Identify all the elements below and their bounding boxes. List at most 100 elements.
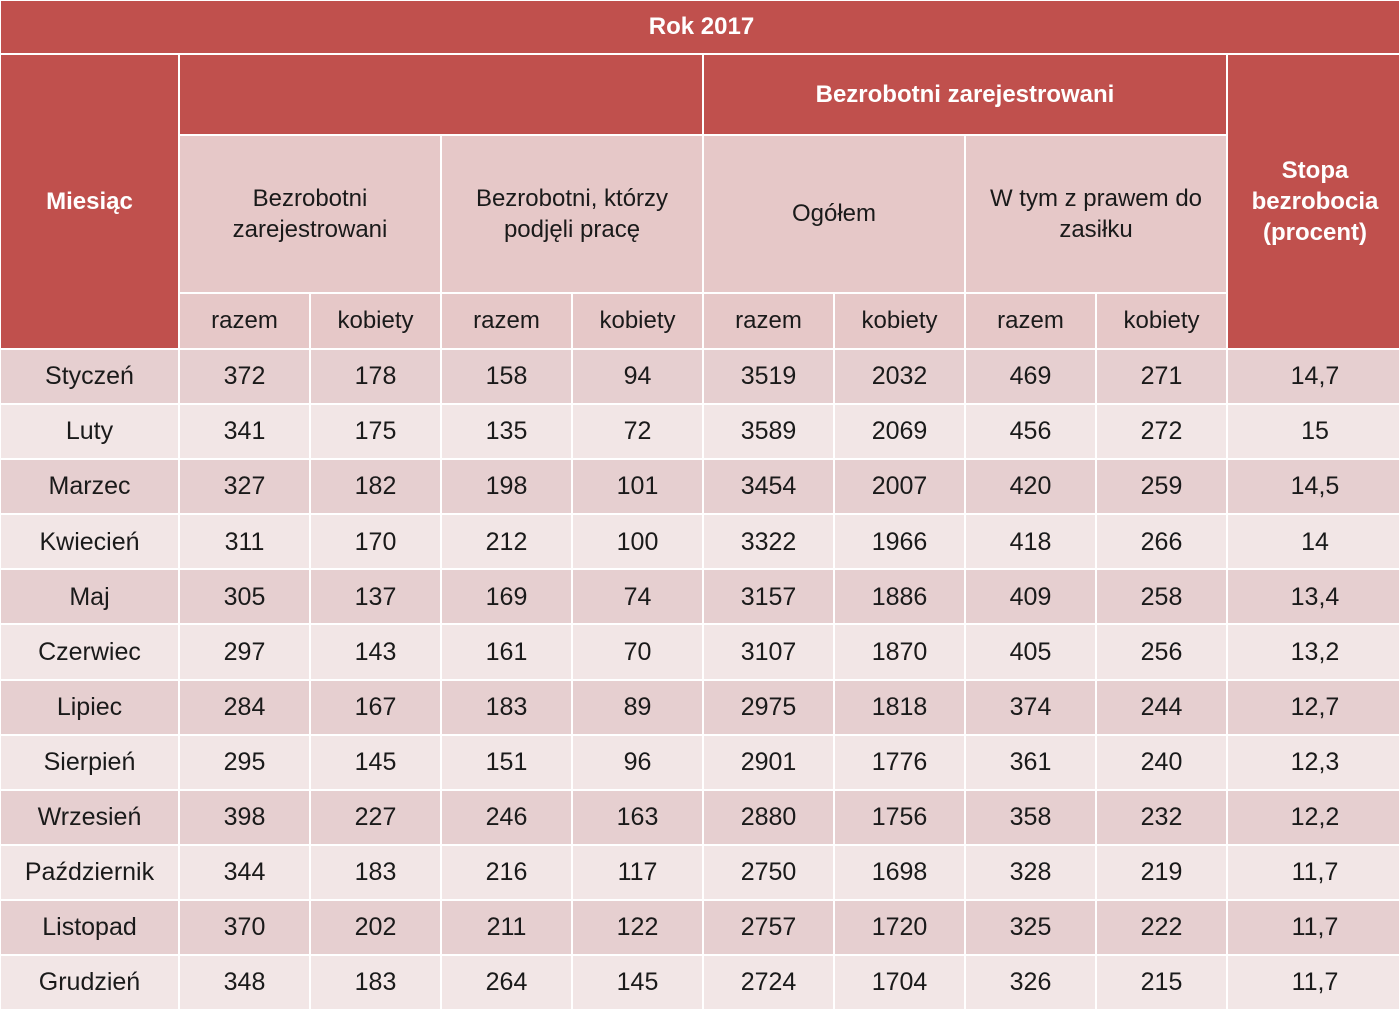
month-cell: Maj (1, 570, 178, 624)
header-rate: Stopa bezrobocia (procent) (1228, 55, 1399, 348)
table-cell: 398 (180, 790, 309, 844)
table-cell: 167 (311, 680, 440, 734)
subcol-header: razem (442, 294, 571, 348)
table-cell: 1720 (835, 900, 964, 955)
table-cell: 101 (573, 460, 702, 514)
table-cell: 96 (573, 735, 702, 789)
table-cell: 240 (1097, 735, 1226, 789)
table-cell: 216 (442, 845, 571, 899)
table-cell: 74 (573, 570, 702, 624)
table-cell: 326 (966, 956, 1095, 1010)
month-cell: Marzec (1, 460, 178, 514)
month-cell: Kwiecień (1, 515, 178, 569)
table-cell: 3107 (704, 625, 833, 679)
table-cell: 420 (966, 460, 1095, 514)
subgroup-total: Ogółem (704, 136, 964, 292)
table-cell: 2724 (704, 956, 833, 1010)
table-cell: 344 (180, 845, 309, 899)
subgroup-benefit: W tym z prawem do zasiłku (966, 136, 1226, 292)
rate-cell: 13,4 (1228, 570, 1399, 624)
table-cell: 272 (1097, 405, 1226, 459)
table-cell: 456 (966, 405, 1095, 459)
table-cell: 3589 (704, 405, 833, 459)
table-cell: 305 (180, 570, 309, 624)
table-cell: 227 (311, 790, 440, 844)
table-cell: 161 (442, 625, 571, 679)
table-cell: 2975 (704, 680, 833, 734)
table-cell: 122 (573, 900, 702, 955)
table-cell: 266 (1097, 515, 1226, 569)
rate-cell: 15 (1228, 405, 1399, 459)
table-cell: 1818 (835, 680, 964, 734)
month-cell: Luty (1, 405, 178, 459)
table-cell: 2901 (704, 735, 833, 789)
month-cell: Sierpień (1, 735, 178, 789)
table-cell: 183 (311, 956, 440, 1010)
table-cell: 3157 (704, 570, 833, 624)
table-cell: 325 (966, 900, 1095, 955)
table-cell: 183 (311, 845, 440, 899)
rate-cell: 14,7 (1228, 350, 1399, 404)
rate-cell: 11,7 (1228, 956, 1399, 1010)
table-cell: 3519 (704, 350, 833, 404)
month-cell: Czerwiec (1, 625, 178, 679)
subcol-header: razem (966, 294, 1095, 348)
rate-cell: 14,5 (1228, 460, 1399, 514)
table-cell: 100 (573, 515, 702, 569)
rate-cell: 11,7 (1228, 845, 1399, 899)
subcol-header: kobiety (1097, 294, 1226, 348)
table-cell: 370 (180, 900, 309, 955)
table-cell: 198 (442, 460, 571, 514)
table-cell: 3454 (704, 460, 833, 514)
subcol-header: kobiety (835, 294, 964, 348)
table-cell: 182 (311, 460, 440, 514)
table-cell: 264 (442, 956, 571, 1010)
table-cell: 135 (442, 405, 571, 459)
table-cell: 72 (573, 405, 702, 459)
table-cell: 1870 (835, 625, 964, 679)
table-cell: 232 (1097, 790, 1226, 844)
subcol-header: razem (180, 294, 309, 348)
table-cell: 348 (180, 956, 309, 1010)
table-cell: 3322 (704, 515, 833, 569)
table-cell: 259 (1097, 460, 1226, 514)
table-cell: 341 (180, 405, 309, 459)
table-cell: 358 (966, 790, 1095, 844)
table-cell: 222 (1097, 900, 1226, 955)
table-cell: 374 (966, 680, 1095, 734)
month-cell: Wrzesień (1, 790, 178, 844)
table-cell: 158 (442, 350, 571, 404)
table-cell: 202 (311, 900, 440, 955)
table-cell: 2032 (835, 350, 964, 404)
month-cell: Październik (1, 845, 178, 899)
table-cell: 145 (573, 956, 702, 1010)
table-cell: 1776 (835, 735, 964, 789)
subcol-header: kobiety (573, 294, 702, 348)
table-cell: 70 (573, 625, 702, 679)
table-cell: 1886 (835, 570, 964, 624)
header-group-blank (180, 55, 702, 134)
table-cell: 211 (442, 900, 571, 955)
table-cell: 163 (573, 790, 702, 844)
table-cell: 2069 (835, 405, 964, 459)
rate-cell: 14 (1228, 515, 1399, 569)
table-cell: 328 (966, 845, 1095, 899)
table-cell: 117 (573, 845, 702, 899)
table-cell: 405 (966, 625, 1095, 679)
table-cell: 215 (1097, 956, 1226, 1010)
table-cell: 271 (1097, 350, 1226, 404)
month-cell: Listopad (1, 900, 178, 955)
table-cell: 295 (180, 735, 309, 789)
subgroup-registered: Bezrobotni zarejestrowani (180, 136, 440, 292)
table-cell: 361 (966, 735, 1095, 789)
table-cell: 145 (311, 735, 440, 789)
table-cell: 212 (442, 515, 571, 569)
table-cell: 327 (180, 460, 309, 514)
table-cell: 409 (966, 570, 1095, 624)
table-cell: 2880 (704, 790, 833, 844)
table-cell: 2757 (704, 900, 833, 955)
table-cell: 1698 (835, 845, 964, 899)
table-cell: 1756 (835, 790, 964, 844)
table-cell: 89 (573, 680, 702, 734)
